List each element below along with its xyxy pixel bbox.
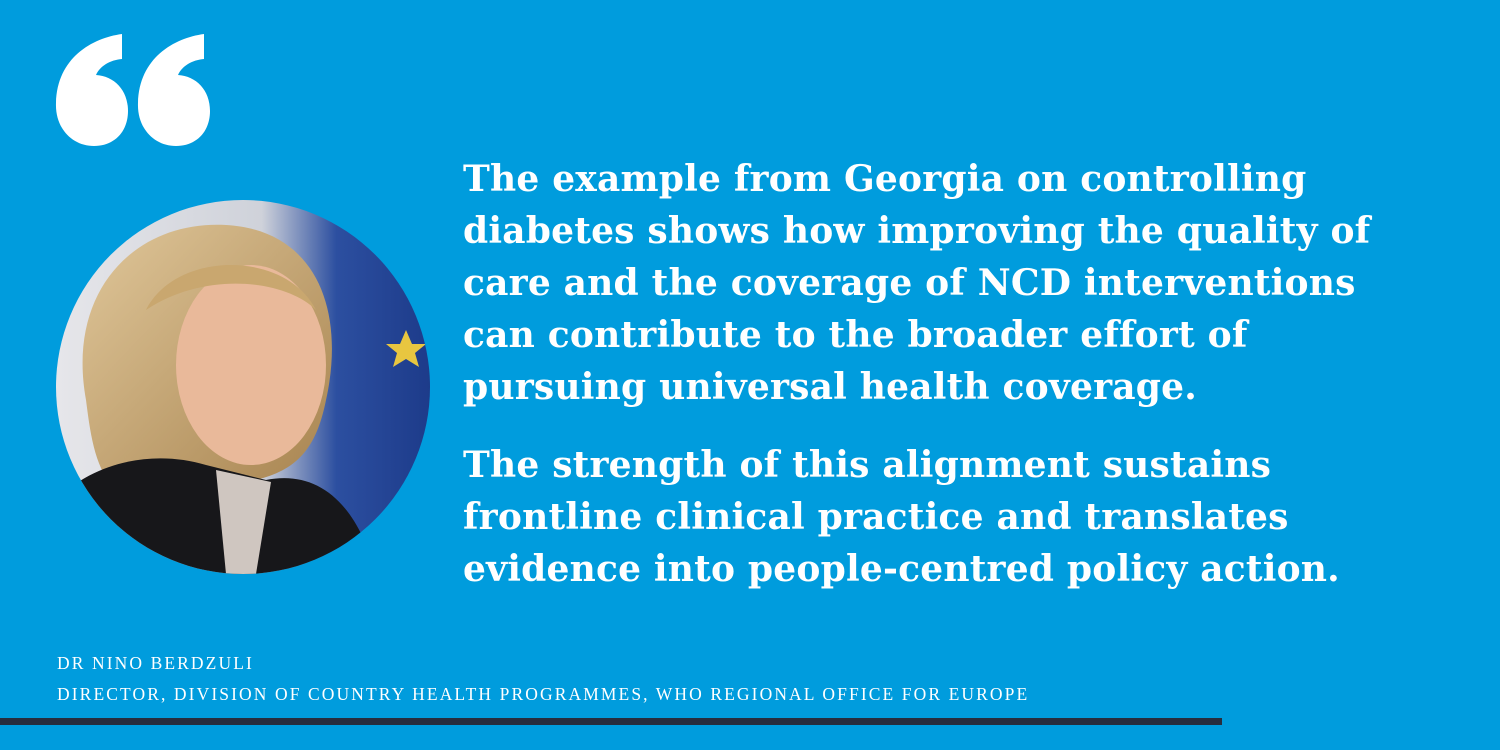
speaker-name: DR NINO BERDZULI [57, 653, 254, 673]
quote-line: care and the coverage of NCD interventio… [463, 262, 1356, 304]
quote-line: diabetes shows how improving the quality… [463, 210, 1371, 252]
speaker-photo [56, 200, 430, 574]
divider-bar [0, 718, 1222, 725]
quote-paragraph: The strength of this alignment sustains … [463, 439, 1370, 595]
quote-line: The example from Georgia on controlling [463, 158, 1307, 200]
quote-line: pursuing universal health coverage. [463, 366, 1197, 408]
quote-mark-icon [55, 34, 210, 146]
quote-text: The example from Georgia on controlling … [463, 153, 1370, 621]
attribution: DR NINO BERDZULI DIRECTOR, DIVISION OF C… [57, 648, 1029, 710]
quote-paragraph: The example from Georgia on controlling … [463, 153, 1370, 413]
quote-line: can contribute to the broader effort of [463, 314, 1248, 356]
quote-line: The strength of this alignment sustains [463, 444, 1272, 486]
speaker-title: DIRECTOR, DIVISION OF COUNTRY HEALTH PRO… [57, 684, 1030, 704]
quote-line: frontline clinical practice and translat… [463, 496, 1289, 538]
quote-line: evidence into people-centred policy acti… [463, 548, 1340, 590]
